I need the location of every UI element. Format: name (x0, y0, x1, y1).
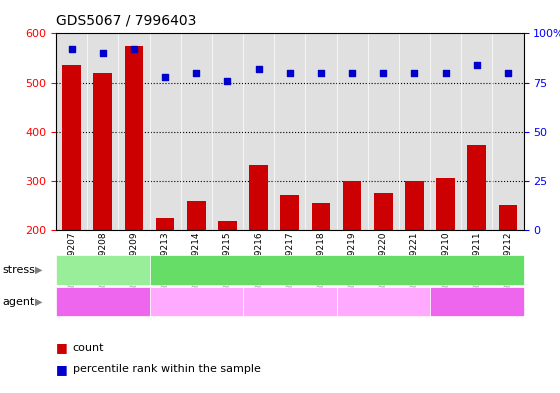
Point (348, 70, 357, 76)
Point (410, 70, 419, 76)
Bar (56, 287, 150, 316)
Bar (430, 287, 524, 316)
Bar (156, 218, 175, 328)
Text: percentile rank within the sample: percentile rank within the sample (73, 364, 260, 375)
Bar (124, 46, 143, 328)
Text: ▶: ▶ (35, 297, 42, 307)
Text: count: count (73, 343, 104, 353)
Point (473, 62, 482, 68)
Bar (337, 287, 430, 316)
Text: ■: ■ (56, 363, 68, 376)
Bar (62, 65, 81, 328)
Text: stress: stress (3, 265, 36, 275)
Text: control: control (452, 295, 502, 308)
Point (67, 46, 76, 52)
Bar (150, 255, 524, 285)
Point (98, 50, 107, 56)
Point (192, 70, 200, 76)
Point (161, 73, 170, 80)
Bar (243, 287, 337, 316)
Point (223, 77, 232, 84)
Point (316, 70, 325, 76)
Bar (150, 287, 243, 316)
Text: ■: ■ (56, 341, 68, 354)
Bar (468, 145, 486, 328)
Bar (436, 178, 455, 328)
Bar (187, 201, 206, 328)
Text: oligooxopiperazine
BB2-162: oligooxopiperazine BB2-162 (247, 292, 333, 312)
Text: agent: agent (3, 297, 35, 307)
Text: hypoxia: hypoxia (315, 265, 358, 275)
Point (254, 66, 263, 72)
Text: ▶: ▶ (35, 265, 42, 275)
Bar (218, 221, 237, 328)
Text: control: control (78, 295, 128, 308)
Bar (281, 195, 299, 328)
Point (503, 70, 512, 76)
Text: oligooxopiperazine
BB2-125: oligooxopiperazine BB2-125 (153, 292, 239, 312)
Bar (343, 181, 362, 328)
Point (441, 70, 450, 76)
Bar (498, 205, 517, 328)
Text: oligooxopiperazine
BB2-282: oligooxopiperazine BB2-282 (340, 292, 426, 312)
Bar (405, 181, 424, 328)
Point (285, 70, 295, 76)
Point (129, 46, 138, 52)
Bar (94, 73, 112, 328)
Point (379, 70, 388, 76)
Text: GDS5067 / 7996403: GDS5067 / 7996403 (56, 14, 197, 28)
Text: normoxia: normoxia (77, 265, 129, 275)
Bar (311, 203, 330, 328)
Bar (56, 255, 150, 285)
Bar (249, 165, 268, 328)
Bar (374, 193, 393, 328)
